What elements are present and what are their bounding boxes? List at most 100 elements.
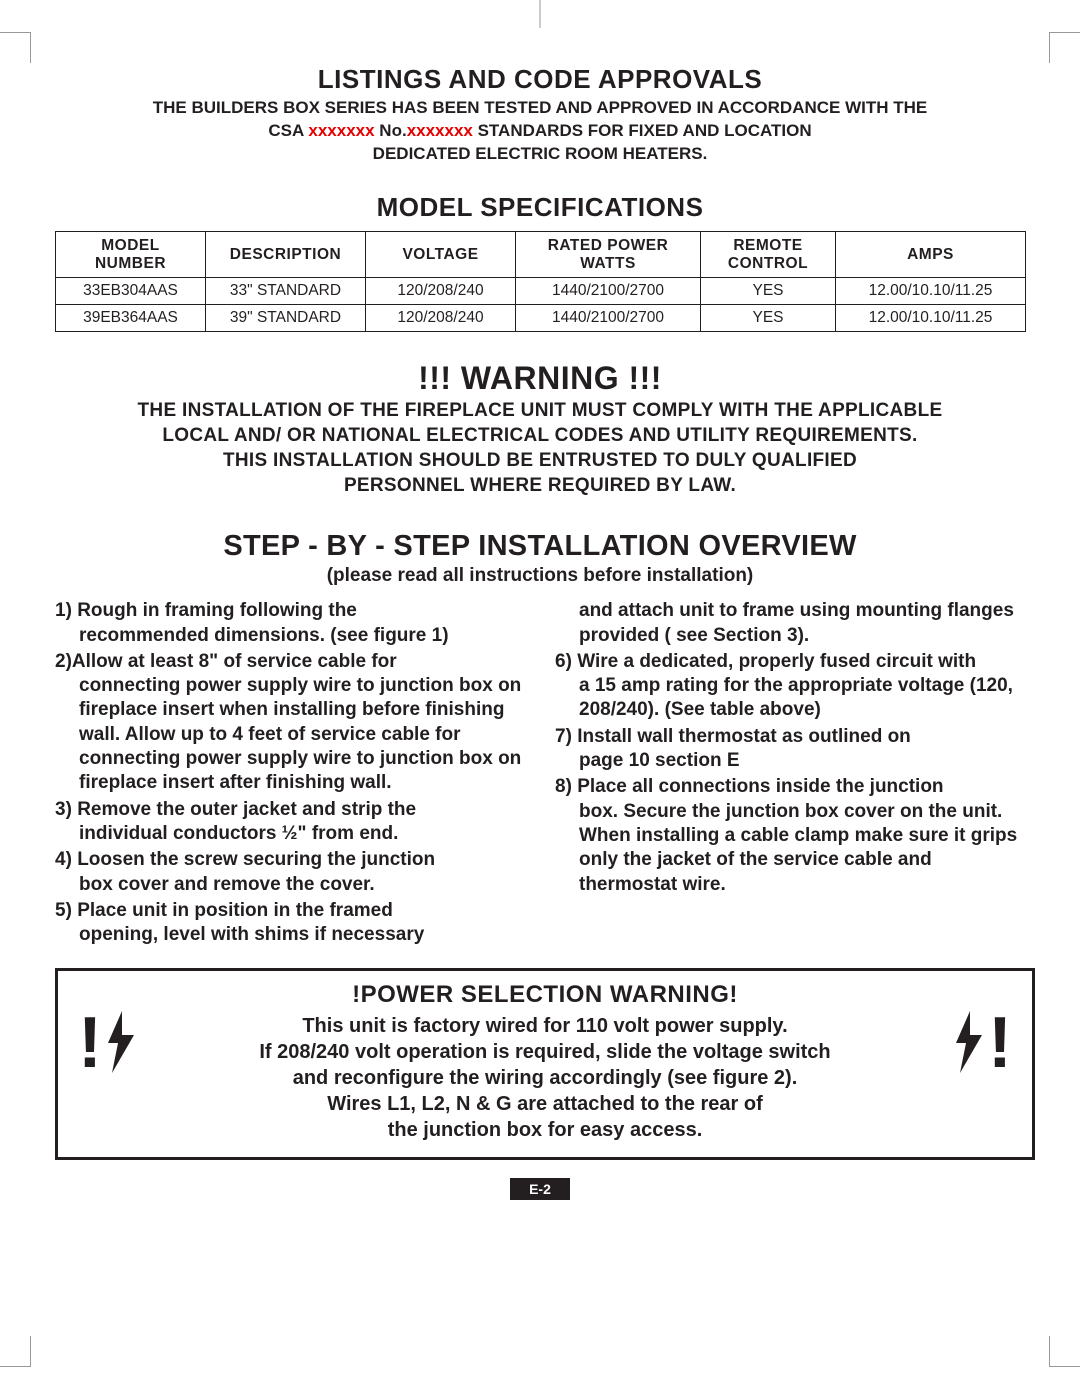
- step-5-text: Place unit in position in the framed: [77, 900, 393, 921]
- step-1: 1) Rough in framing following the recomme…: [55, 599, 525, 648]
- spec-r1c3: 120/208/240: [366, 278, 516, 305]
- step-7-num: 7): [555, 726, 577, 747]
- listings-title: LISTINGS AND CODE APPROVALS: [55, 64, 1025, 95]
- power-warning-body: This unit is factory wired for 110 volt …: [78, 1013, 1012, 1143]
- power-l1: This unit is factory wired for 110 volt …: [302, 1015, 787, 1037]
- listings-body: THE BUILDERS BOX SERIES HAS BEEN TESTED …: [55, 97, 1025, 166]
- steps-title: STEP - BY - STEP INSTALLATION OVERVIEW: [55, 530, 1025, 563]
- power-l3: and reconfigure the wiring accordingly (…: [293, 1067, 798, 1089]
- power-warning-title: !POWER SELECTION WARNING!: [78, 981, 1012, 1009]
- spec-r1c4: 1440/2100/2700: [516, 278, 701, 305]
- spec-h5b: CONTROL: [728, 255, 808, 272]
- step-5-cont: opening, level with shims if necessary: [55, 923, 525, 947]
- exclamation-icon: !: [988, 1015, 1012, 1073]
- step-6-text: Wire a dedicated, properly fused circuit…: [577, 651, 976, 672]
- step-5-num: 5): [55, 900, 77, 921]
- listings-line3: DEDICATED ELECTRIC ROOM HEATERS.: [373, 144, 708, 163]
- step-5-cont2-text: and attach unit to frame using mounting …: [555, 599, 1025, 648]
- spec-h4a: RATED POWER: [548, 237, 669, 254]
- step-1-cont: recommended dimensions. (see figure 1): [55, 624, 525, 648]
- listings-red2: xxxxxxx: [407, 121, 473, 140]
- warning-l1: THE INSTALLATION OF THE FIREPLACE UNIT M…: [138, 400, 943, 421]
- step-5: 5) Place unit in position in the framedo…: [55, 899, 525, 948]
- step-7-text: Install wall thermostat as outlined on: [577, 726, 911, 747]
- spec-r2c5: YES: [701, 305, 836, 332]
- listings-red1: xxxxxxx: [308, 121, 374, 140]
- power-l2: If 208/240 volt operation is required, s…: [259, 1041, 830, 1063]
- lightning-bolt-icon: [952, 1011, 986, 1073]
- listings-line2b: No.: [375, 121, 407, 140]
- warning-icon-left: !: [78, 1011, 138, 1073]
- listings-line1: THE BUILDERS BOX SERIES HAS BEEN TESTED …: [153, 98, 928, 117]
- warning-l3: THIS INSTALLATION SHOULD BE ENTRUSTED TO…: [223, 450, 857, 471]
- page: LISTINGS AND CODE APPROVALS THE BUILDERS…: [0, 0, 1080, 1377]
- step-7: 7) Install wall thermostat as outlined o…: [555, 725, 1025, 774]
- step-8: 8) Place all connections inside the junc…: [555, 775, 1025, 897]
- spec-r1c2: 33" STANDARD: [206, 278, 366, 305]
- step-2-cont: connecting power supply wire to junction…: [55, 674, 525, 796]
- spec-h5: REMOTECONTROL: [701, 231, 836, 278]
- steps-left-col: 1) Rough in framing following the recomme…: [55, 599, 525, 949]
- step-6-num: 6): [555, 651, 577, 672]
- spec-r2c3: 120/208/240: [366, 305, 516, 332]
- warning-l4: PERSONNEL WHERE REQUIRED BY LAW.: [344, 475, 736, 496]
- warning-body: THE INSTALLATION OF THE FIREPLACE UNIT M…: [55, 399, 1025, 498]
- steps-right-col: and attach unit to frame using mounting …: [555, 599, 1025, 949]
- spec-row-2: 39EB364AAS 39" STANDARD 120/208/240 1440…: [56, 305, 1026, 332]
- spec-header-row: MODELNUMBER DESCRIPTION VOLTAGE RATED PO…: [56, 231, 1026, 278]
- listings-line2a: CSA: [268, 121, 308, 140]
- step-3-text: Remove the outer jacket and strip the: [77, 799, 416, 820]
- steps-subtitle: (please read all instructions before ins…: [55, 565, 1025, 587]
- spec-r2c4: 1440/2100/2700: [516, 305, 701, 332]
- step-2-text: Allow at least 8" of service cable for: [72, 651, 397, 672]
- step-4: 4) Loosen the screw securing the junctio…: [55, 848, 525, 897]
- step-3-num: 3): [55, 799, 77, 820]
- spec-r1c1: 33EB304AAS: [56, 278, 206, 305]
- step-3-cont: individual conductors ½" from end.: [55, 822, 525, 846]
- listings-line2c: STANDARDS FOR FIXED AND LOCATION: [473, 121, 812, 140]
- power-warning-box: ! ! !POWER SELECTION WARNING! This unit …: [55, 968, 1035, 1160]
- step-1-text: Rough in framing following the: [77, 600, 357, 621]
- step-8-cont: box. Secure the junction box cover on th…: [555, 800, 1025, 824]
- spec-r1c6: 12.00/10.10/11.25: [836, 278, 1026, 305]
- spec-h4: RATED POWERWATTS: [516, 231, 701, 278]
- spec-r1c5: YES: [701, 278, 836, 305]
- step-6: 6) Wire a dedicated, properly fused circ…: [555, 650, 1025, 723]
- step-2-num: 2): [55, 651, 72, 672]
- step-8-num: 8): [555, 776, 577, 797]
- spec-table: MODELNUMBER DESCRIPTION VOLTAGE RATED PO…: [55, 231, 1026, 333]
- step-7-cont: page 10 section E: [555, 749, 1025, 773]
- warning-l2: LOCAL AND/ OR NATIONAL ELECTRICAL CODES …: [162, 425, 917, 446]
- spec-h5a: REMOTE: [733, 237, 802, 254]
- steps-columns: 1) Rough in framing following the recomme…: [55, 599, 1025, 949]
- crop-mark: [1049, 32, 1080, 63]
- spec-h4b: WATTS: [580, 255, 636, 272]
- spec-r2c6: 12.00/10.10/11.25: [836, 305, 1026, 332]
- spec-h1a: MODEL: [101, 237, 159, 254]
- step-4-text: Loosen the screw securing the junction: [77, 849, 435, 870]
- spec-h1: MODELNUMBER: [56, 231, 206, 278]
- spec-h1b: NUMBER: [95, 255, 166, 272]
- crop-mark: [0, 1336, 31, 1367]
- step-3: 3) Remove the outer jacket and strip the…: [55, 798, 525, 847]
- step-1-num: 1): [55, 600, 77, 621]
- step-6-cont: a 15 amp rating for the appropriate volt…: [555, 674, 1025, 723]
- step-8-cont2: When installing a cable clamp make sure …: [555, 824, 1025, 897]
- lightning-bolt-icon: [104, 1011, 138, 1073]
- spec-h3: VOLTAGE: [366, 231, 516, 278]
- exclamation-icon: !: [78, 1015, 102, 1073]
- model-spec-title: MODEL SPECIFICATIONS: [55, 192, 1025, 223]
- power-l5: the junction box for easy access.: [388, 1119, 703, 1141]
- warning-icon-right: !: [952, 1011, 1012, 1073]
- power-l4: Wires L1, L2, N & G are attached to the …: [327, 1093, 763, 1115]
- warning-title: !!! WARNING !!!: [55, 360, 1025, 397]
- step-4-cont: box cover and remove the cover.: [55, 873, 525, 897]
- spec-row-1: 33EB304AAS 33" STANDARD 120/208/240 1440…: [56, 278, 1026, 305]
- crop-mark: [1049, 1336, 1080, 1367]
- step-5-cont2: and attach unit to frame using mounting …: [555, 599, 1025, 648]
- crop-mark: [0, 32, 31, 63]
- spec-h6: AMPS: [836, 231, 1026, 278]
- spec-r2c2: 39" STANDARD: [206, 305, 366, 332]
- page-number: E-2: [510, 1178, 570, 1200]
- spec-h2: DESCRIPTION: [206, 231, 366, 278]
